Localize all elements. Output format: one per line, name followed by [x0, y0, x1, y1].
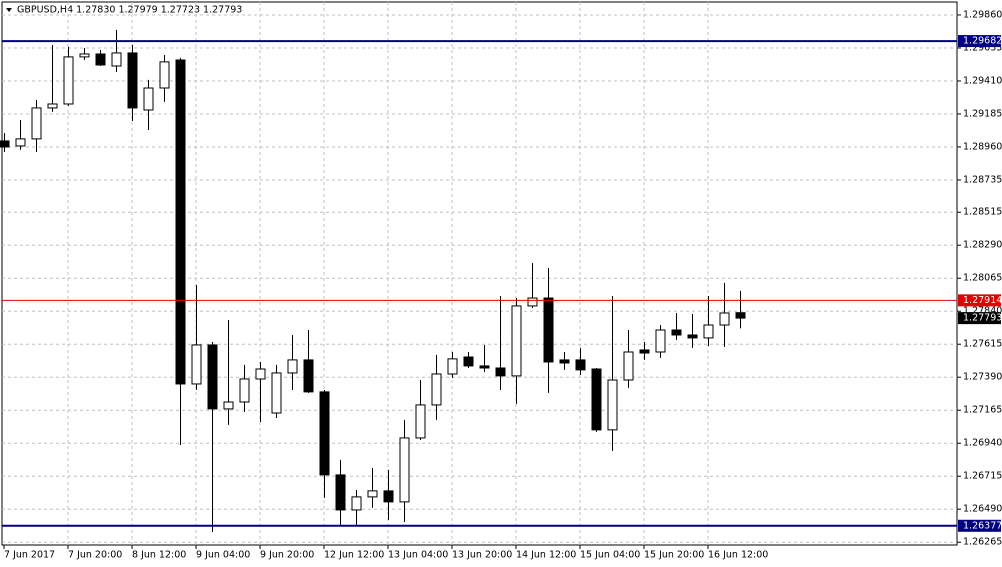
candle-body: [655, 329, 666, 353]
candle-body: [639, 349, 650, 354]
y-tick-label: 1.29185: [963, 108, 1002, 119]
y-tick-label: 1.27165: [963, 405, 1002, 416]
candle-body: [63, 56, 74, 105]
candle-body: [159, 61, 170, 89]
candle-body: [559, 359, 570, 364]
candle-body: [15, 138, 26, 147]
candle-body: [287, 359, 298, 374]
x-tick-label: 9 Jun 20:00: [260, 550, 314, 561]
level-label-box: [958, 312, 1001, 325]
level-label: 1.26377: [963, 520, 1002, 531]
y-tick-label: 1.29860: [963, 9, 1002, 20]
y-tick-label: 1.26490: [963, 504, 1002, 515]
y-tick-label: 1.29635: [963, 42, 1002, 53]
x-tick-label: 14 Jun 12:00: [516, 550, 576, 561]
candle-body: [415, 404, 426, 439]
candle-body: [447, 358, 458, 375]
menu-icon: [6, 8, 12, 12]
candle-body: [47, 103, 58, 109]
candle-body: [319, 391, 330, 476]
candle-body: [143, 87, 154, 111]
candle-body: [175, 59, 186, 385]
candle-body: [255, 368, 266, 380]
x-tick-label: 13 Jun 20:00: [452, 550, 512, 561]
candle-body: [191, 344, 202, 385]
x-tick-label: 12 Jun 12:00: [324, 550, 384, 561]
level-label: 1.27914: [963, 295, 1002, 306]
y-tick-label: 1.27615: [963, 339, 1002, 350]
candle-body: [719, 312, 730, 326]
y-tick-label: 1.28065: [963, 273, 1002, 284]
candle-body: [543, 297, 554, 363]
candle-body: [351, 496, 362, 511]
candle-body: [463, 356, 474, 367]
x-tick-label: 7 Jun 20:00: [68, 550, 122, 561]
candle-body: [607, 379, 618, 431]
y-tick-label: 1.27390: [963, 372, 1002, 383]
candle-body: [271, 372, 282, 414]
candle-body: [367, 490, 378, 498]
candle-body: [495, 367, 506, 377]
candle-body: [431, 373, 442, 406]
x-tick-label: 9 Jun 04:00: [196, 550, 250, 561]
candle-body: [223, 401, 234, 410]
y-tick-label: 1.26715: [963, 471, 1002, 482]
candle-body: [735, 312, 746, 319]
y-tick-label: 1.27840: [963, 306, 1002, 317]
y-tick-label: 1.28515: [963, 207, 1002, 218]
x-tick-label: 7 Jun 2017: [4, 550, 55, 561]
level-label-box: [958, 35, 1001, 48]
candle-body: [95, 53, 106, 66]
candle-body: [623, 351, 634, 381]
candle-body: [207, 344, 218, 410]
candle-body: [303, 359, 314, 393]
candle-body: [527, 297, 538, 307]
candle-body: [31, 107, 42, 140]
level-label: 1.29682: [963, 36, 1002, 47]
y-tick-label: 1.26265: [963, 537, 1002, 548]
candle-body: [511, 305, 522, 377]
x-tick-label: 15 Jun 04:00: [580, 550, 640, 561]
x-tick-label: 16 Jun 12:00: [708, 550, 768, 561]
candle-body: [335, 474, 346, 511]
candle-body: [111, 52, 122, 67]
y-tick-label: 1.28735: [963, 174, 1002, 185]
plot-frame: [1, 1, 958, 546]
candle-body: [575, 359, 586, 371]
x-tick-label: 15 Jun 20:00: [644, 550, 704, 561]
candle-body: [591, 368, 602, 431]
level-label-box: [958, 519, 1001, 532]
x-tick-label: 13 Jun 04:00: [388, 550, 448, 561]
candle-body: [479, 365, 490, 369]
candle-body: [79, 53, 90, 58]
level-label-box: [958, 294, 1001, 307]
candle-body: [687, 334, 698, 339]
y-tick-label: 1.28290: [963, 240, 1002, 251]
x-tick-label: 8 Jun 12:00: [132, 550, 186, 561]
candle-body: [127, 52, 138, 109]
y-tick-label: 1.28960: [963, 141, 1002, 152]
candle-body: [239, 378, 250, 403]
level-label: 1.27793: [963, 313, 1002, 324]
y-tick-label: 1.26940: [963, 438, 1002, 449]
chart-title: GBPUSD,H4 1.27830 1.27979 1.27723 1.2779…: [17, 5, 242, 16]
candle-body: [671, 329, 682, 336]
y-tick-label: 1.29410: [963, 75, 1002, 86]
candle-body: [399, 437, 410, 503]
candle-body: [0, 140, 10, 148]
candle-body: [703, 324, 714, 339]
candle-body: [383, 490, 394, 503]
